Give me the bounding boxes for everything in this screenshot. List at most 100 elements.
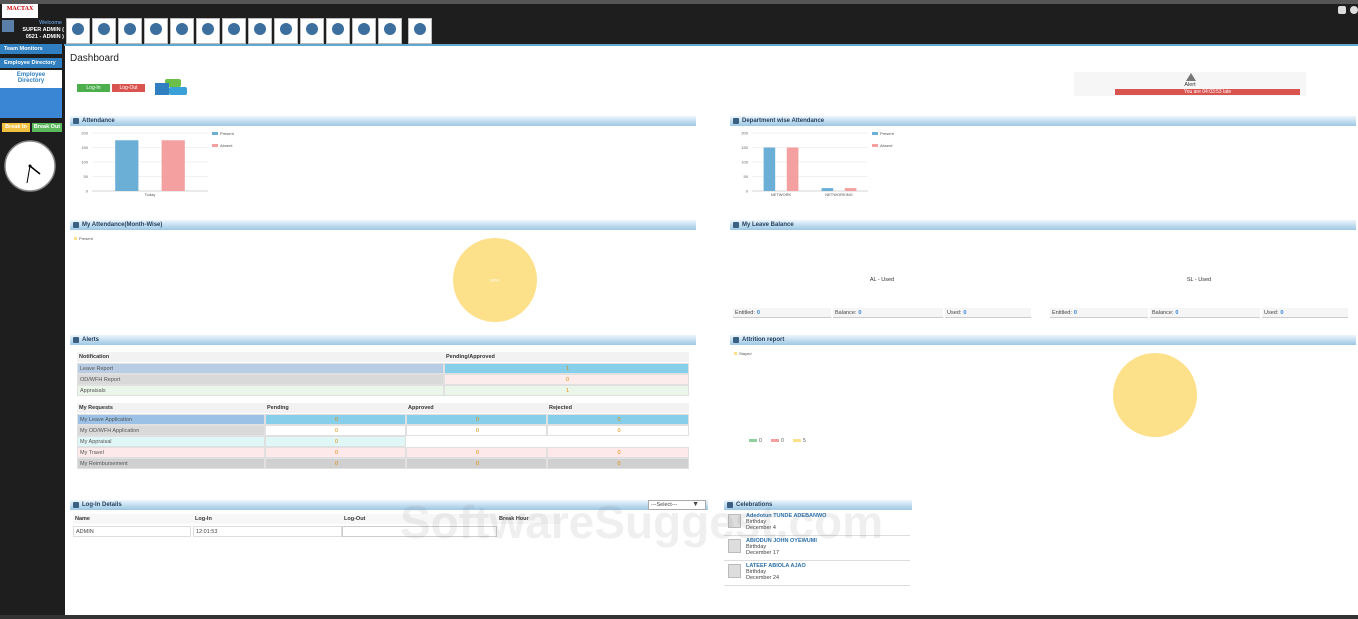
break-out-button[interactable]: Break Out <box>32 123 62 132</box>
bar <box>786 147 799 191</box>
y-tick-label: 200 <box>81 131 88 136</box>
field-value: 0 <box>963 310 967 316</box>
legend-swatch <box>212 132 218 135</box>
bar <box>115 140 139 191</box>
table-cell: My Travel <box>77 447 265 458</box>
dropdown-arrow: ▼ <box>692 501 699 508</box>
toolbar-icon <box>306 23 318 35</box>
y-tick-label: 150 <box>741 145 748 150</box>
toolbar-button[interactable] <box>248 18 272 44</box>
panel-header: Log-In Details <box>70 500 708 510</box>
toolbar-icon <box>228 23 240 35</box>
avatar <box>2 20 14 32</box>
table-cell: 0 <box>406 458 547 469</box>
bottom-strip <box>0 615 1358 619</box>
leave-label: SL - Used <box>1186 277 1212 283</box>
table-cell: Appraisals <box>77 385 444 396</box>
legend-label: Absent <box>880 143 893 148</box>
employee-directory-link[interactable]: Employee Directory <box>0 70 62 88</box>
toolbar <box>66 18 442 44</box>
celebrant-name[interactable]: Adedotun TUNDE ADEBANWO <box>746 513 827 519</box>
toolbar-button[interactable] <box>66 18 90 44</box>
field-value: 0 <box>1280 310 1284 316</box>
table-header: Pending/Approved <box>444 352 689 362</box>
watermark: SoftwareSuggest.com <box>400 496 884 548</box>
break-in-button[interactable]: Break In <box>2 123 30 132</box>
y-tick-label: 0 <box>746 189 749 194</box>
y-tick-label: 150 <box>81 145 88 150</box>
event: Birthday <box>746 519 767 525</box>
leave-field: Balance: 0 <box>1150 308 1260 318</box>
bar <box>161 140 185 191</box>
toolbar-icon <box>358 23 370 35</box>
user-role: 0521 - ADMIN ) <box>25 34 64 40</box>
leave-field: Used: 0 <box>945 308 1031 318</box>
select-dropdown[interactable]: ---Select--- ▼ <box>648 500 706 510</box>
legend-swatch <box>212 144 218 147</box>
table-header: Approved <box>406 403 547 413</box>
logo[interactable]: MACTAX <box>2 4 38 18</box>
field-name: Used: <box>947 310 962 316</box>
toolbar-button[interactable] <box>408 18 432 44</box>
field-name: Used: <box>1264 310 1279 316</box>
date: December 17 <box>746 550 780 556</box>
attendance-chart: 0 50 100 150 200 Today Present Absent <box>81 131 235 198</box>
top-strip <box>0 0 1358 4</box>
date: December 24 <box>746 575 780 581</box>
field-value: 0 <box>1073 310 1077 316</box>
celebrant-name[interactable]: LATEEF ABIOLA AJAO <box>746 563 806 569</box>
field-name: Balance: <box>835 310 857 316</box>
clock <box>4 140 56 192</box>
table-cell: My OD/WFH Application <box>77 425 265 436</box>
y-tick-label: 100 <box>741 160 748 165</box>
table-cell: 0 <box>406 447 547 458</box>
team-monitors[interactable]: Team Monitors <box>0 44 62 54</box>
alert-icon <box>1186 73 1196 81</box>
event: Birthday <box>746 569 767 575</box>
legend-label: Stayed <box>739 351 751 356</box>
logout-input[interactable] <box>342 526 497 537</box>
panel-header: Alerts <box>70 335 696 345</box>
table-cell: 0 <box>265 447 406 458</box>
select-text: ---Select--- <box>651 502 678 508</box>
event: Birthday <box>746 544 767 550</box>
legend-value: 0 <box>759 438 762 444</box>
leave-field: Balance: 0 <box>833 308 943 318</box>
field-value: 0 <box>1175 310 1179 316</box>
avatar <box>728 539 741 553</box>
page-title: Dashboard <box>70 53 119 64</box>
table-cell: 1 <box>444 363 689 374</box>
x-tick-label: NETWORKING <box>825 192 853 197</box>
table-cell: My Reimbursement <box>77 458 265 469</box>
chat-icon[interactable] <box>155 79 189 96</box>
table-cell: 0 <box>444 374 689 385</box>
table-cell: ADMIN <box>73 526 191 537</box>
legend-label: Present <box>220 131 235 136</box>
employee-directory-tab[interactable]: Employee Directory <box>0 58 62 68</box>
legend-value: 5 <box>803 438 806 444</box>
y-tick-label: 0 <box>86 189 89 194</box>
settings-icon[interactable] <box>1350 6 1358 14</box>
table-cell: 0 <box>547 414 689 425</box>
table-header: Log-Out <box>342 514 497 524</box>
pie-slice <box>1113 353 1197 437</box>
table-cell: OD/WFH Report <box>77 374 444 385</box>
toolbar-icon <box>384 23 396 35</box>
celebrant-name[interactable]: ABIODUN JOHN OYEWUMI <box>746 538 817 544</box>
panel-header: My Attendance(Month-Wise) <box>70 220 696 230</box>
legend-swatch <box>771 439 779 442</box>
log-out-button[interactable]: Log-Out <box>112 84 145 92</box>
pie-slice <box>453 238 537 322</box>
leave-field: Used: 0 <box>1262 308 1348 318</box>
toolbar-icon <box>124 23 136 35</box>
legend-swatch <box>793 439 801 442</box>
leave-field: Entitled: 0 <box>733 308 831 318</box>
tools-icon[interactable] <box>1338 6 1346 14</box>
legend-label: Present <box>79 236 94 241</box>
leave-label: AL - Used <box>869 277 895 283</box>
leave-count <box>833 284 931 288</box>
x-tick-label: Today <box>145 192 156 197</box>
toolbar-button[interactable] <box>300 18 324 44</box>
welcome: Welcome <box>39 20 62 26</box>
log-in-button[interactable]: Log-In <box>77 84 110 92</box>
